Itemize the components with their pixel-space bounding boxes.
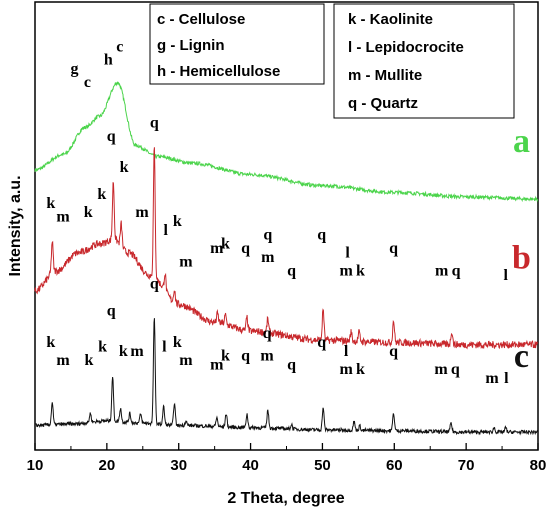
legend-box-2-frame	[333, 3, 515, 119]
x-axis-ticks	[34, 443, 539, 450]
peak-label-m: m	[56, 352, 70, 369]
peak-label-h: h	[104, 52, 113, 69]
peak-label-g: g	[71, 61, 79, 78]
peak-label-m: m	[179, 253, 193, 270]
y-axis-title: Intensity, a.u.	[7, 175, 24, 276]
peak-label-k: k	[221, 235, 230, 252]
x-tick-label: 60	[386, 457, 403, 474]
peak-label-m: m	[210, 356, 224, 373]
x-tick-label: 30	[170, 457, 187, 474]
peak-label-m: m	[135, 204, 149, 221]
peak-label-k: k	[97, 186, 106, 203]
series-b-line	[34, 147, 539, 350]
peak-label-k: k	[84, 352, 93, 369]
series-c-letter: c	[514, 338, 529, 375]
legend-entry-mullite: m - Mullite	[348, 67, 422, 84]
legend-box-1-frame	[149, 3, 325, 85]
legend-entry-hemicellulose: h - Hemicellulose	[157, 63, 280, 80]
peak-label-q: q	[451, 361, 460, 378]
peak-label-q: q	[452, 262, 461, 279]
series-a-letter: a	[513, 123, 530, 160]
legend-entry-cellulose: c - Cellulose	[157, 11, 245, 28]
peak-label-q: q	[150, 114, 159, 131]
peak-label-l: l	[344, 343, 349, 360]
peak-label-q: q	[317, 334, 326, 351]
peak-label-l: l	[162, 338, 167, 355]
peak-label-l: l	[503, 267, 508, 284]
peak-label-m: m	[435, 262, 449, 279]
x-tick-label: 80	[530, 457, 547, 474]
peak-label-k: k	[119, 343, 128, 360]
peak-label-m: m	[339, 262, 353, 279]
peak-label-k: k	[84, 204, 93, 221]
peak-label-q: q	[263, 226, 272, 243]
peak-label-m: m	[260, 347, 274, 364]
legend-box-2: k - Kaolinite l - Lepidocrocite m - Mull…	[333, 3, 515, 119]
peak-label-m: m	[179, 352, 193, 369]
peak-label-k: k	[120, 159, 129, 176]
peak-label-m: m	[339, 361, 353, 378]
peak-label-q: q	[107, 128, 116, 145]
x-tick-label: 70	[458, 457, 475, 474]
x-axis-title: 2 Theta, degree	[227, 490, 344, 507]
series-b-letter: b	[512, 240, 531, 277]
peak-label-k: k	[221, 347, 230, 364]
peak-label-k: k	[46, 195, 55, 212]
peak-label-m: m	[434, 361, 448, 378]
peak-label-k: k	[173, 334, 182, 351]
peak-label-q: q	[287, 262, 296, 279]
series-letters: a b c	[512, 123, 531, 375]
peak-label-l: l	[345, 244, 350, 261]
peak-label-k: k	[46, 334, 55, 351]
peak-label-k: k	[98, 338, 107, 355]
peak-label-c: c	[84, 74, 91, 91]
peak-label-c: c	[116, 38, 123, 55]
peak-label-q: q	[389, 343, 398, 360]
x-axis-tick-labels: 10 20 30 40 50 60 70 80	[27, 457, 547, 474]
peak-label-q: q	[150, 276, 159, 293]
series-lines	[34, 81, 539, 436]
peak-label-k: k	[356, 361, 365, 378]
peak-label-m: m	[130, 343, 144, 360]
x-tick-label: 10	[27, 457, 44, 474]
peak-label-q: q	[241, 240, 250, 257]
peak-label-m: m	[56, 209, 70, 226]
legend-entry-kaolinite: k - Kaolinite	[348, 11, 433, 28]
peak-label-q: q	[317, 226, 326, 243]
legend-entry-lignin: g - Lignin	[157, 37, 224, 54]
peak-label-m: m	[485, 370, 499, 387]
peak-label-q: q	[241, 347, 250, 364]
peak-label-k: k	[356, 262, 365, 279]
peak-label-q: q	[263, 325, 272, 342]
x-tick-label: 20	[99, 457, 116, 474]
peak-label-q: q	[287, 356, 296, 373]
x-tick-label: 40	[242, 457, 259, 474]
peak-label-l: l	[504, 370, 509, 387]
peak-label-m: m	[210, 240, 224, 257]
peak-label-q: q	[389, 240, 398, 257]
peak-label-k: k	[173, 213, 182, 230]
x-tick-label: 50	[314, 457, 331, 474]
legend-entry-quartz: q - Quartz	[348, 95, 418, 112]
peak-label-q: q	[107, 303, 116, 320]
peak-label-l: l	[164, 222, 169, 239]
legend-entry-lepidocrocite: l - Lepidocrocite	[348, 39, 464, 56]
series-c-line	[34, 318, 539, 436]
peak-label-m: m	[261, 249, 275, 266]
series-a-line	[34, 81, 539, 203]
legend-box-1: c - Cellulose g - Lignin h - Hemicellulo…	[149, 3, 325, 85]
